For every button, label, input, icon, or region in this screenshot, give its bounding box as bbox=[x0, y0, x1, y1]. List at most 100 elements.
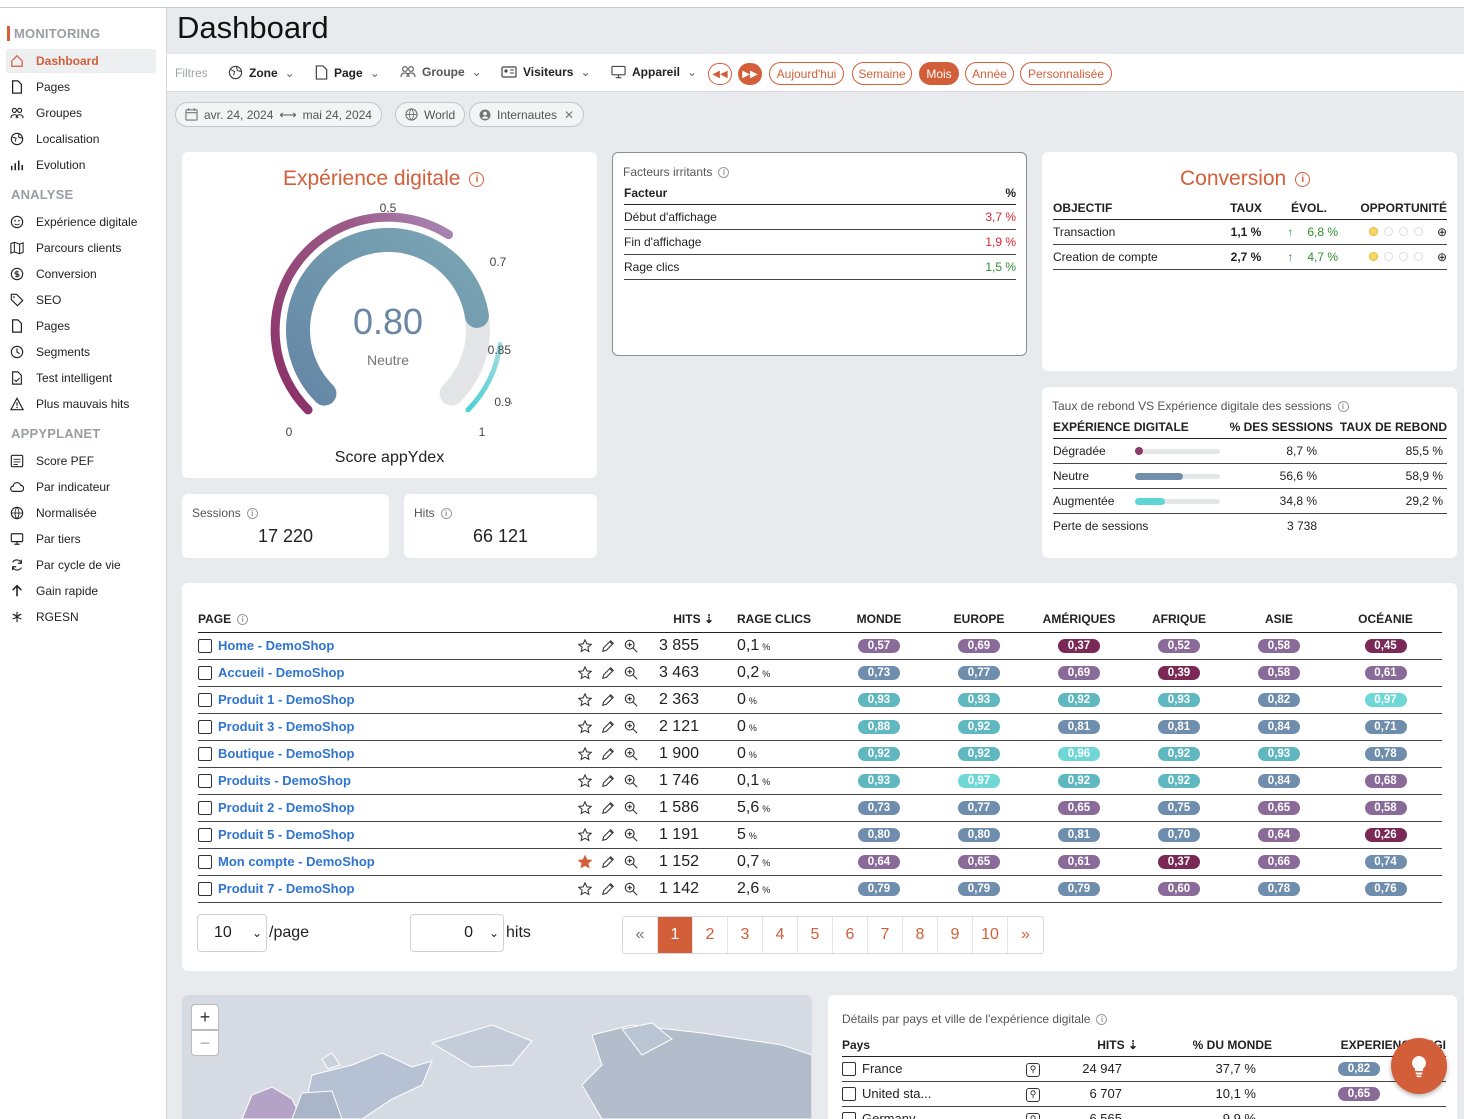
star-icon[interactable] bbox=[577, 773, 593, 789]
search-icon[interactable]: ⚲ bbox=[1026, 1087, 1040, 1102]
zoom-in-icon[interactable] bbox=[623, 800, 639, 816]
zoom-in-button[interactable]: + bbox=[191, 1004, 219, 1030]
info-icon[interactable]: i bbox=[440, 507, 452, 519]
sidebar-item-par-tiers[interactable]: Par tiers bbox=[6, 527, 156, 551]
info-icon[interactable]: i bbox=[1337, 400, 1349, 412]
page-link[interactable]: Produit 2 - DemoShop bbox=[218, 799, 355, 815]
row-checkbox[interactable] bbox=[198, 828, 212, 843]
sidebar-item-par-cycle-de-vie[interactable]: Par cycle de vie bbox=[6, 553, 156, 577]
info-icon[interactable]: i bbox=[246, 507, 258, 519]
sidebar-item-segments[interactable]: Segments bbox=[6, 340, 156, 364]
row-checkbox[interactable] bbox=[842, 1112, 856, 1119]
page-link[interactable]: Produit 5 - DemoShop bbox=[218, 826, 355, 842]
visiteurs-filter[interactable]: Visiteurs ⌄ bbox=[501, 65, 591, 79]
sidebar-item-evolution[interactable]: Evolution bbox=[6, 153, 156, 177]
col-page[interactable]: PAGE i bbox=[198, 606, 558, 633]
page-link[interactable]: Boutique - DemoShop bbox=[218, 745, 355, 761]
col-hits[interactable]: HITS ⇣ bbox=[643, 606, 719, 633]
period-week-button[interactable]: Semaine bbox=[852, 62, 912, 85]
sidebar-item-seo[interactable]: SEO bbox=[6, 288, 156, 312]
pencil-icon[interactable] bbox=[600, 719, 616, 735]
star-icon[interactable] bbox=[577, 746, 593, 762]
pager-page-button[interactable]: 4 bbox=[763, 917, 798, 953]
sort-desc-icon[interactable]: ⇣ bbox=[1127, 1037, 1138, 1052]
zone-chip[interactable]: World bbox=[395, 102, 466, 127]
sidebar-item-score-pef[interactable]: Score PEF bbox=[6, 449, 156, 473]
star-icon[interactable] bbox=[577, 881, 593, 897]
row-checkbox[interactable] bbox=[198, 747, 212, 762]
pager-page-button[interactable]: 9 bbox=[938, 917, 973, 953]
zoom-in-icon[interactable] bbox=[623, 746, 639, 762]
pager-page-button[interactable]: 10 bbox=[973, 917, 1008, 953]
help-fab-button[interactable] bbox=[1391, 1038, 1447, 1094]
period-year-button[interactable]: Année bbox=[965, 62, 1014, 85]
info-icon[interactable]: i bbox=[1295, 171, 1311, 187]
pencil-icon[interactable] bbox=[600, 800, 616, 816]
sidebar-item-expérience-digitale[interactable]: Expérience digitale bbox=[6, 210, 156, 234]
zoom-in-icon[interactable] bbox=[623, 692, 639, 708]
page-link[interactable]: Mon compte - DemoShop bbox=[218, 853, 375, 869]
sidebar-item-gain-rapide[interactable]: Gain rapide bbox=[6, 579, 156, 603]
pencil-icon[interactable] bbox=[600, 665, 616, 681]
col-oceanie[interactable]: OCÉANIE bbox=[1329, 606, 1442, 633]
sidebar-item-pages[interactable]: Pages bbox=[6, 75, 156, 99]
row-checkbox[interactable] bbox=[198, 882, 212, 897]
sidebar-item-dashboard[interactable]: Dashboard bbox=[6, 49, 156, 73]
close-icon[interactable]: ✕ bbox=[564, 107, 575, 122]
page-link[interactable]: Produits - DemoShop bbox=[218, 772, 351, 788]
sidebar-item-test-intelligent[interactable]: Test intelligent bbox=[6, 366, 156, 390]
period-custom-button[interactable]: Personnalisée bbox=[1020, 62, 1112, 85]
pencil-icon[interactable] bbox=[600, 746, 616, 762]
period-month-button[interactable]: Mois bbox=[919, 62, 959, 85]
pager-next-button[interactable]: » bbox=[1021, 926, 1030, 943]
previous-period-button[interactable]: ◀◀ bbox=[708, 63, 732, 85]
star-icon[interactable] bbox=[577, 692, 593, 708]
row-checkbox[interactable] bbox=[198, 693, 212, 708]
zone-filter[interactable]: Zone ⌄ bbox=[228, 65, 295, 80]
zoom-in-icon[interactable] bbox=[623, 665, 639, 681]
visitors-chip[interactable]: Internautes ✕ bbox=[469, 102, 585, 127]
zoom-icon[interactable]: ⊕ bbox=[1436, 249, 1447, 264]
pager-page-button[interactable]: 5 bbox=[798, 917, 833, 953]
pager-prev-button[interactable]: « bbox=[623, 917, 658, 953]
star-icon[interactable] bbox=[577, 800, 593, 816]
pencil-icon[interactable] bbox=[600, 881, 616, 897]
sidebar-item-plus-mauvais-hits[interactable]: Plus mauvais hits bbox=[6, 392, 156, 416]
pencil-icon[interactable] bbox=[600, 773, 616, 789]
appareil-filter[interactable]: Appareil ⌄ bbox=[611, 65, 697, 79]
col-rage[interactable]: RAGE CLICS bbox=[719, 606, 829, 633]
sort-desc-icon[interactable]: ⇣ bbox=[703, 611, 714, 626]
page-filter[interactable]: Page ⌄ bbox=[315, 65, 380, 80]
col-europe[interactable]: EUROPE bbox=[929, 606, 1029, 633]
star-icon[interactable] bbox=[577, 827, 593, 843]
pager-page-button[interactable]: 8 bbox=[903, 917, 938, 953]
sidebar-item-localisation[interactable]: Localisation bbox=[6, 127, 156, 151]
zoom-out-button[interactable]: − bbox=[191, 1030, 219, 1056]
groupe-filter[interactable]: Groupe ⌄ bbox=[400, 65, 482, 79]
row-checkbox[interactable] bbox=[842, 1062, 856, 1077]
sidebar-item-pages[interactable]: Pages bbox=[6, 314, 156, 338]
page-link[interactable]: Produit 7 - DemoShop bbox=[218, 880, 355, 896]
col-monde[interactable]: MONDE bbox=[829, 606, 929, 633]
zoom-in-icon[interactable] bbox=[623, 827, 639, 843]
pager-page-button[interactable]: 2 bbox=[693, 917, 728, 953]
star-icon[interactable] bbox=[577, 665, 593, 681]
sidebar-item-conversion[interactable]: Conversion bbox=[6, 262, 156, 286]
zoom-in-icon[interactable] bbox=[623, 638, 639, 654]
pencil-icon[interactable] bbox=[600, 827, 616, 843]
star-filled-icon[interactable] bbox=[577, 854, 593, 870]
zoom-in-icon[interactable] bbox=[623, 773, 639, 789]
sidebar-item-rgesn[interactable]: RGESN bbox=[6, 605, 156, 629]
info-icon[interactable]: i bbox=[469, 171, 485, 187]
col-ameriques[interactable]: AMÉRIQUES bbox=[1029, 606, 1129, 633]
row-checkbox[interactable] bbox=[198, 855, 212, 870]
next-period-button[interactable]: ▶▶ bbox=[738, 63, 762, 85]
sidebar-item-normalisée[interactable]: Normalisée bbox=[6, 501, 156, 525]
info-icon[interactable]: i bbox=[237, 614, 249, 626]
pager-page-button[interactable]: 1 bbox=[658, 917, 693, 953]
col-asie[interactable]: ASIE bbox=[1229, 606, 1329, 633]
page-link[interactable]: Produit 1 - DemoShop bbox=[218, 691, 355, 707]
info-icon[interactable]: i bbox=[718, 166, 730, 178]
period-today-button[interactable]: Aujourd'hui bbox=[769, 62, 844, 85]
zoom-in-icon[interactable] bbox=[623, 881, 639, 897]
